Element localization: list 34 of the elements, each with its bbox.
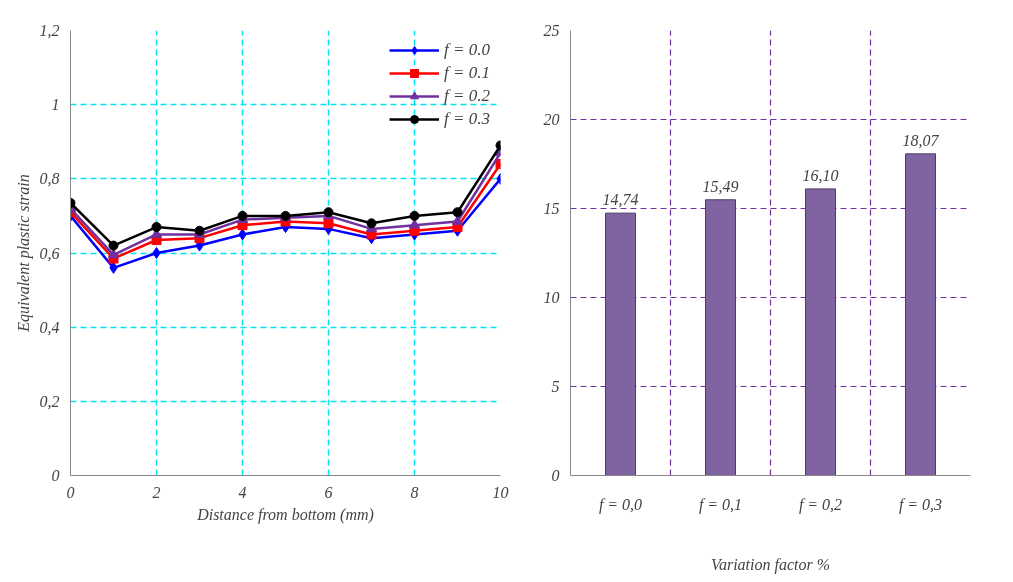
x-tick-label: f = 0,2 xyxy=(798,495,843,514)
x-tick-label: 10 xyxy=(492,483,509,501)
y-tick-label: 1,2 xyxy=(39,22,60,39)
y-tick-label: 0,2 xyxy=(39,392,60,410)
x-tick-label: f = 0,0 xyxy=(598,495,643,514)
x-tick-label: 6 xyxy=(324,483,333,501)
y-tick-label: 0 xyxy=(51,467,60,484)
x-tick-label: 4 xyxy=(238,483,247,501)
x-axis-title: Distance from bottom (mm) xyxy=(196,505,374,524)
x-tick-label: f = 0,3 xyxy=(898,495,943,514)
x-axis-title: Variation factor % xyxy=(710,555,831,574)
y-tick-label: 0,8 xyxy=(39,170,60,188)
data-label: 18,07 xyxy=(902,131,940,149)
y-tick-label: 1 xyxy=(51,96,60,114)
legend-label: f = 0.3 xyxy=(444,109,490,129)
y-tick-label: 5 xyxy=(551,378,560,395)
legend-label: f = 0.2 xyxy=(444,86,490,106)
y-tick-label: 0 xyxy=(551,467,560,484)
data-label: 16,10 xyxy=(802,166,839,184)
y-tick-label: 0,6 xyxy=(39,244,60,262)
y-tick-label: 15 xyxy=(543,200,560,217)
y-tick-label: 0,4 xyxy=(39,318,60,336)
y-tick-label: 25 xyxy=(543,22,560,39)
x-tick-label: 8 xyxy=(410,483,419,501)
legend-label: f = 0.0 xyxy=(444,40,490,60)
y-tick-label: 10 xyxy=(543,289,560,306)
legend-label: f = 0.1 xyxy=(444,63,490,83)
x-tick-label: f = 0,1 xyxy=(698,495,743,514)
y-axis-title: Equivalent plastic strain xyxy=(14,174,33,333)
data-label: 14,74 xyxy=(602,191,639,209)
data-label: 15,49 xyxy=(702,177,739,195)
x-tick-label: 0 xyxy=(66,483,75,501)
x-tick-label: 2 xyxy=(152,483,161,501)
y-tick-label: 20 xyxy=(543,111,560,128)
